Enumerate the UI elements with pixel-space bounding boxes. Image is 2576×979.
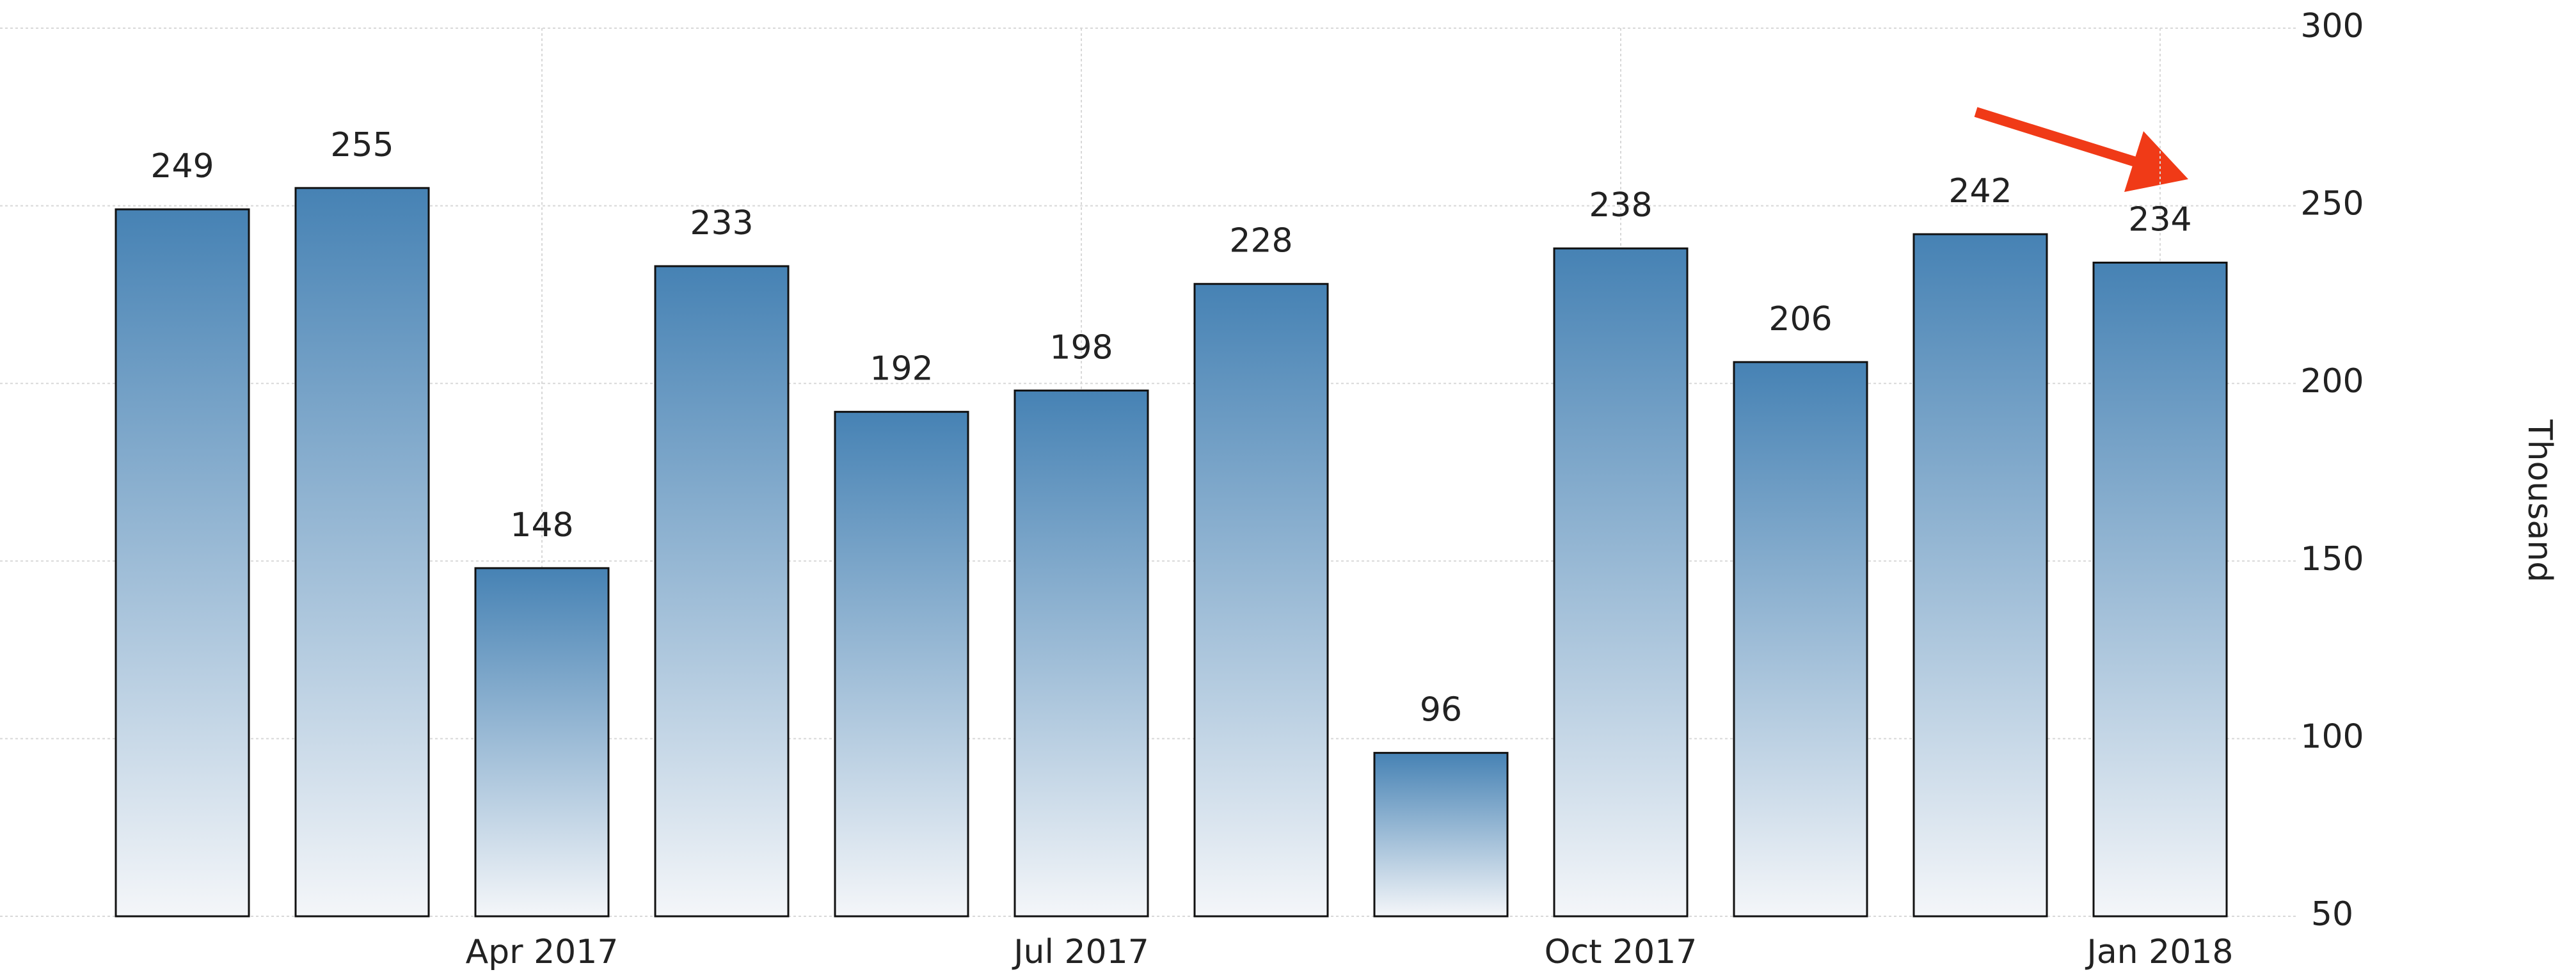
bar [1912, 233, 2048, 918]
bar [834, 411, 969, 918]
y-tick-label: 300 [2300, 7, 2364, 45]
arrow-head [2124, 131, 2188, 192]
x-tick-label: Jul 2017 [1012, 933, 1149, 971]
bar [1553, 247, 1689, 918]
data-label: 198 [1049, 328, 1113, 367]
bar [2092, 261, 2228, 918]
data-label: 96 [1420, 691, 1462, 729]
x-tick-label: Apr 2017 [466, 933, 619, 971]
data-label: 233 [690, 204, 753, 243]
arrow [1974, 107, 2152, 171]
data-label: 242 [1948, 172, 2012, 211]
data-label: 234 [2128, 200, 2191, 239]
bar [1733, 361, 1868, 918]
y-tick-label: 100 [2300, 717, 2364, 756]
y-tick-label: 150 [2300, 540, 2364, 578]
bar [1014, 389, 1149, 918]
y-axis-label: Thousand [2520, 419, 2559, 582]
bar [1373, 752, 1509, 918]
bar [654, 265, 790, 918]
data-label: 148 [510, 506, 573, 545]
data-label: 192 [870, 350, 933, 388]
bar [474, 567, 610, 918]
data-label: 228 [1229, 222, 1292, 260]
data-label: 249 [150, 147, 214, 186]
x-tick-label: Oct 2017 [1545, 933, 1697, 971]
y-tick-label: 200 [2300, 362, 2364, 401]
bar [294, 187, 430, 918]
data-label: 238 [1589, 186, 1652, 225]
data-label: 206 [1769, 300, 1832, 338]
bar [1193, 283, 1329, 918]
bar [115, 208, 250, 918]
x-tick-label: Jan 2018 [2085, 933, 2233, 971]
data-label: 255 [330, 126, 394, 164]
y-tick-label: 250 [2300, 185, 2364, 223]
y-tick-label: 50 [2311, 895, 2353, 934]
